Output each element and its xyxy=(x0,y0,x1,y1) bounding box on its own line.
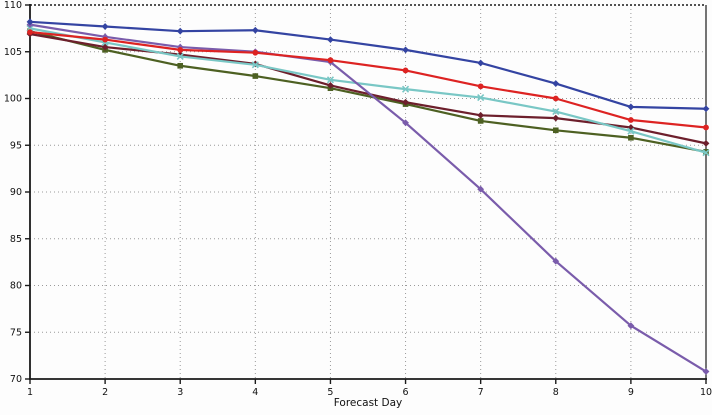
y-tick-label: 110 xyxy=(4,0,22,11)
x-tick-label: 3 xyxy=(177,387,183,398)
teal-line-marker xyxy=(702,149,710,157)
navy-line-series xyxy=(26,18,710,113)
purple-line-series xyxy=(26,21,710,375)
olive-line-marker xyxy=(252,73,259,79)
red-line-marker xyxy=(477,83,484,90)
red-line-marker xyxy=(27,29,33,36)
navy-line-marker xyxy=(251,26,259,34)
y-tick-label: 70 xyxy=(10,374,22,385)
teal-line-marker xyxy=(251,61,259,69)
maroon-line xyxy=(28,32,708,145)
teal-line-marker xyxy=(477,93,485,102)
y-tick-label: 105 xyxy=(4,47,22,58)
x-tick-label: 10 xyxy=(700,387,712,398)
olive-line-marker xyxy=(477,118,484,124)
maroon-line-marker xyxy=(327,82,334,89)
red-line-marker xyxy=(402,67,409,74)
purple-line-marker xyxy=(702,368,710,375)
navy-line-marker xyxy=(176,27,184,35)
x-tick-label: 7 xyxy=(478,387,484,398)
red-line-marker xyxy=(327,57,334,64)
x-tick-label: 5 xyxy=(327,387,333,398)
olive-line-marker xyxy=(177,62,184,69)
maroon-line-series xyxy=(26,30,710,147)
red-line xyxy=(28,31,708,129)
navy-line-marker xyxy=(402,46,409,54)
series-layer xyxy=(26,18,710,375)
navy-line-marker xyxy=(702,105,710,113)
navy-line-marker xyxy=(327,36,334,43)
red-line-marker xyxy=(627,117,634,123)
x-tick-label: 2 xyxy=(102,387,108,398)
maroon-line-marker xyxy=(101,43,109,51)
navy-line xyxy=(28,20,708,110)
purple-line-marker xyxy=(402,119,409,127)
purple-line-marker xyxy=(552,257,560,265)
teal-line-marker xyxy=(176,52,184,60)
red-line-marker xyxy=(552,95,559,102)
navy-line-marker xyxy=(552,80,560,87)
olive-line-marker xyxy=(628,134,634,141)
purple-line-marker xyxy=(477,185,485,193)
y-tick-label: 90 xyxy=(10,187,22,198)
olive-line-marker xyxy=(552,127,559,134)
navy-line-marker xyxy=(26,18,34,26)
navy-line-marker xyxy=(627,103,635,111)
red-line-marker xyxy=(252,49,259,56)
teal-line-series xyxy=(26,24,710,157)
maroon-line-marker xyxy=(702,139,710,147)
teal-line-marker xyxy=(401,85,410,93)
x-axis-label: Forecast Day xyxy=(334,397,403,409)
y-tick-label: 80 xyxy=(10,281,22,292)
axis-layer xyxy=(25,4,707,384)
red-line-series xyxy=(27,29,709,131)
red-line-marker xyxy=(102,36,109,43)
x-tick-label: 4 xyxy=(252,387,258,398)
teal-line-marker xyxy=(627,127,635,135)
x-tick-label: 9 xyxy=(628,387,634,398)
maroon-line-marker xyxy=(402,98,409,106)
teal-line xyxy=(28,27,708,154)
y-tick-label: 75 xyxy=(10,327,22,338)
red-line-marker xyxy=(177,46,184,53)
x-tick-label: 1 xyxy=(27,387,33,398)
olive-line xyxy=(28,30,708,153)
y-tick-label: 85 xyxy=(10,234,22,245)
navy-line-marker xyxy=(101,23,109,30)
x-tick-label: 8 xyxy=(553,387,559,398)
navy-line-marker xyxy=(477,59,485,67)
x-tick-label: 6 xyxy=(403,387,409,398)
y-tick-label: 95 xyxy=(10,140,22,151)
maroon-line-marker xyxy=(552,114,560,122)
teal-line-marker xyxy=(326,76,335,84)
teal-line-marker xyxy=(552,108,560,116)
grid-layer xyxy=(30,5,706,379)
label-layer: Forecast Day 70 75 80 85 90 95 100 105 110 1 2 3 4 5 6… xyxy=(4,0,712,409)
purple-line xyxy=(28,23,708,373)
purple-line-marker xyxy=(627,322,635,330)
y-tick-label: 100 xyxy=(4,94,22,105)
maroon-line-marker xyxy=(477,111,485,119)
red-line-marker xyxy=(703,124,709,131)
